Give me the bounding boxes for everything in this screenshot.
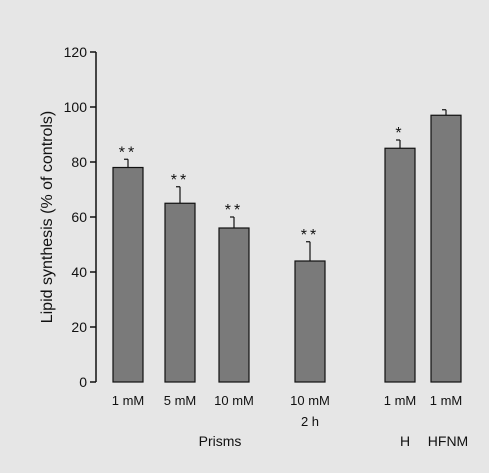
group-label: HFNM	[428, 433, 468, 449]
bar	[112, 166, 144, 383]
bar	[218, 227, 250, 383]
significance-marker: **	[225, 202, 243, 219]
y-tick-label: 60	[71, 209, 87, 225]
significance-marker: **	[171, 172, 189, 189]
x-tick-label: 5 mM	[164, 393, 197, 408]
y-tick-label: 100	[64, 99, 88, 115]
x-tick-sublabel: 2 h	[301, 414, 319, 429]
x-tick-label: 1 mM	[112, 393, 145, 408]
bar	[384, 147, 416, 383]
x-tick-label: 1 mM	[384, 393, 417, 408]
x-tick-label: 10 mM	[290, 393, 330, 408]
bar	[294, 260, 326, 383]
x-tick-label: 10 mM	[214, 393, 254, 408]
significance-marker: **	[301, 227, 319, 244]
y-tick-label: 40	[71, 264, 87, 280]
group-label: Prisms	[199, 433, 242, 449]
bar	[430, 114, 462, 383]
y-tick-label: 80	[71, 154, 87, 170]
y-tick-label: 0	[79, 374, 87, 390]
significance-marker: *	[395, 125, 404, 142]
x-tick-label: 1 mM	[430, 393, 463, 408]
bar	[164, 202, 196, 383]
significance-marker: **	[119, 144, 137, 161]
y-tick-label: 120	[64, 44, 88, 60]
group-label: H	[400, 433, 410, 449]
y-axis-label: Lipid synthesis (% of controls)	[39, 111, 56, 324]
y-tick-label: 20	[71, 319, 87, 335]
